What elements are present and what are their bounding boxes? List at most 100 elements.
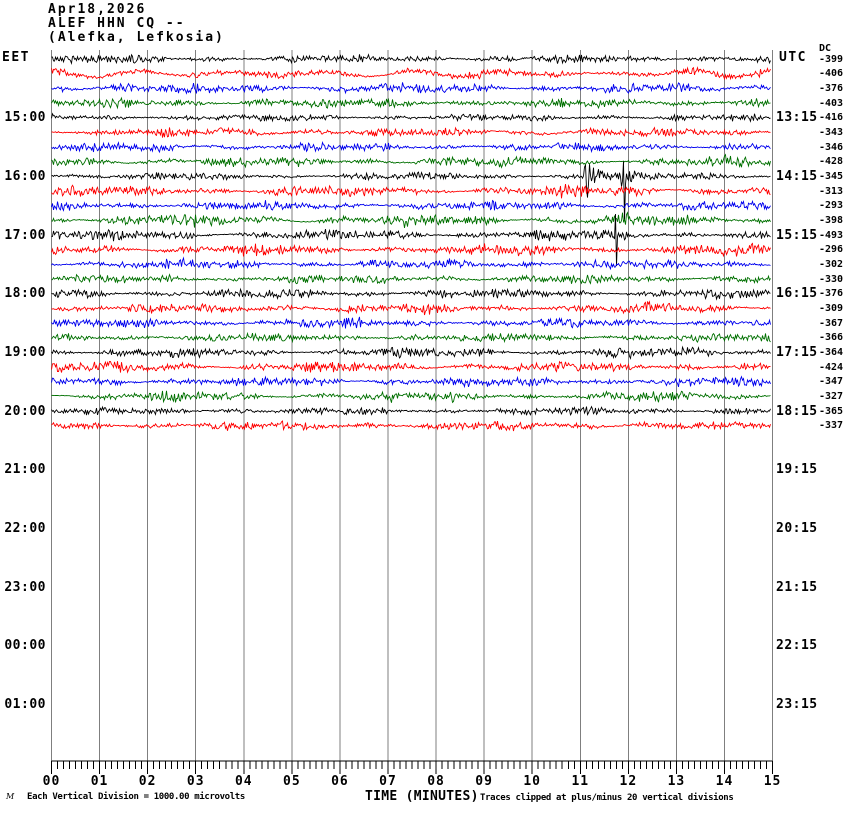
seismic-trace-row-10-blue xyxy=(51,199,771,212)
seismic-trace-row-0-black xyxy=(51,53,771,66)
dc-offset-value: -293 xyxy=(819,200,844,212)
seismic-trace-row-6-blue xyxy=(51,140,771,154)
minute-tick-label-10: 10 xyxy=(523,774,542,789)
eet-hour-label: 21:00 xyxy=(4,462,46,478)
clipping-note: Traces clipped at plus/minus 20 vertical… xyxy=(480,793,734,803)
utc-hour-label: 20:15 xyxy=(776,520,818,536)
utc-hour-label: 16:15 xyxy=(776,286,818,302)
utc-hour-label: 15:15 xyxy=(776,227,818,243)
seismic-trace-row-7-green xyxy=(51,153,771,169)
x-axis xyxy=(51,760,774,774)
trace-group xyxy=(51,53,771,432)
seismic-trace-row-14-blue xyxy=(51,256,771,271)
seismic-trace-row-16-black xyxy=(51,287,771,301)
seismic-trace-row-24-black xyxy=(51,405,771,416)
dc-offset-value: -346 xyxy=(819,141,844,153)
dc-offset-value: -343 xyxy=(819,126,844,138)
eet-hour-label: 18:00 xyxy=(4,286,46,302)
minute-tick-label-04: 04 xyxy=(234,774,253,789)
seismic-trace-row-15-green xyxy=(51,273,771,285)
minute-tick-label-02: 02 xyxy=(138,774,157,789)
utc-hour-label: 14:15 xyxy=(776,168,818,184)
seismic-trace-row-3-green xyxy=(51,96,771,110)
location-label: (Alefka, Lefkosia) xyxy=(48,30,225,45)
dc-offset-value: -309 xyxy=(819,302,844,314)
eet-hour-label: 01:00 xyxy=(4,696,46,712)
dc-offset-value: -406 xyxy=(819,68,844,80)
minute-tick-label-12: 12 xyxy=(619,774,638,789)
dc-offset-value: -327 xyxy=(819,390,844,402)
dc-offset-value: -403 xyxy=(819,97,844,109)
eet-hour-label: 23:00 xyxy=(4,579,46,595)
seismic-trace-row-23-green xyxy=(51,390,771,404)
vertical-division-note: Each Vertical Division = 1000.00 microvo… xyxy=(27,792,245,802)
seismic-trace-row-8-black xyxy=(51,161,771,222)
seismic-trace-row-17-red xyxy=(51,300,771,316)
minute-tick-label-07: 07 xyxy=(379,774,397,789)
minute-tick-label-15: 15 xyxy=(763,774,782,789)
watermark-mark: M xyxy=(6,792,15,801)
minute-tick-label-13: 13 xyxy=(667,774,686,789)
eet-hour-label: 16:00 xyxy=(4,168,46,184)
utc-hour-label: 19:15 xyxy=(776,462,818,478)
seismic-trace-row-25-red xyxy=(51,420,771,432)
minute-tick-label-09: 09 xyxy=(475,774,493,789)
dc-offset-value: -330 xyxy=(819,273,844,285)
date-label: Apr18,2026 xyxy=(48,2,147,17)
minute-tick-label-14: 14 xyxy=(715,774,734,789)
minute-tick-label-00: 00 xyxy=(42,774,61,789)
seismic-trace-row-13-red xyxy=(51,242,771,258)
seismic-trace-row-9-red xyxy=(51,184,771,199)
dc-offset-value: -424 xyxy=(819,361,844,373)
seismic-trace-row-19-green xyxy=(51,331,771,344)
utc-hour-label: 23:15 xyxy=(776,696,818,712)
dc-offset-value: -364 xyxy=(819,346,844,358)
dc-offset-value: -367 xyxy=(819,317,844,329)
utc-axis-title: UTC xyxy=(779,50,807,65)
eet-hour-label: 19:00 xyxy=(4,344,46,360)
minute-tick-label-11: 11 xyxy=(571,774,590,789)
dc-offset-value: -416 xyxy=(819,112,844,124)
dc-offset-value: -365 xyxy=(819,405,844,417)
minute-tick-label-05: 05 xyxy=(283,774,301,789)
minute-tick-label-03: 03 xyxy=(186,774,205,789)
minute-tick-label-01: 01 xyxy=(90,774,109,789)
dc-offset-value: -376 xyxy=(819,288,844,300)
station-label: ALEF HHN CQ -- xyxy=(48,16,186,31)
minute-tick-label-08: 08 xyxy=(427,774,445,789)
dc-offset-value: -313 xyxy=(819,185,844,197)
dc-offset-value: -376 xyxy=(819,82,844,94)
dc-offset-value: -345 xyxy=(819,170,844,182)
seismic-trace-row-2-blue xyxy=(51,82,771,95)
utc-hour-label: 13:15 xyxy=(776,110,818,126)
utc-hour-label: 22:15 xyxy=(776,638,818,654)
utc-hour-label: 17:15 xyxy=(776,344,818,360)
seismic-trace-row-21-red xyxy=(51,360,771,374)
dc-offset-value: -302 xyxy=(819,258,844,270)
dc-offset-value: -493 xyxy=(819,229,844,241)
utc-hour-label: 18:15 xyxy=(776,403,818,419)
dc-column-title: DC xyxy=(819,43,832,54)
seismic-trace-row-20-black xyxy=(51,345,771,360)
eet-hour-label: 00:00 xyxy=(4,638,46,654)
minute-gridlines xyxy=(51,50,774,761)
minute-tick-label-06: 06 xyxy=(331,774,349,789)
seismic-trace-row-4-black xyxy=(51,112,771,123)
eet-hour-label: 22:00 xyxy=(4,520,46,536)
seismic-trace-row-1-red xyxy=(51,66,771,81)
dc-offset-value: -398 xyxy=(819,214,844,226)
dc-offset-value: -337 xyxy=(819,420,844,432)
seismic-trace-row-18-blue xyxy=(51,316,771,330)
seismic-trace-row-5-red xyxy=(51,126,771,138)
eet-hour-label: 20:00 xyxy=(4,403,46,419)
eet-hour-label: 15:00 xyxy=(4,110,46,126)
x-axis-title: TIME (MINUTES) xyxy=(365,789,479,804)
seismic-trace-row-11-green xyxy=(51,211,771,228)
seismic-trace-row-12-black xyxy=(51,213,771,267)
seismic-trace-row-22-blue xyxy=(51,375,771,389)
dc-offset-value: -399 xyxy=(819,53,844,65)
eet-axis-title: EET xyxy=(2,50,30,65)
dc-offset-value: -296 xyxy=(819,244,844,256)
